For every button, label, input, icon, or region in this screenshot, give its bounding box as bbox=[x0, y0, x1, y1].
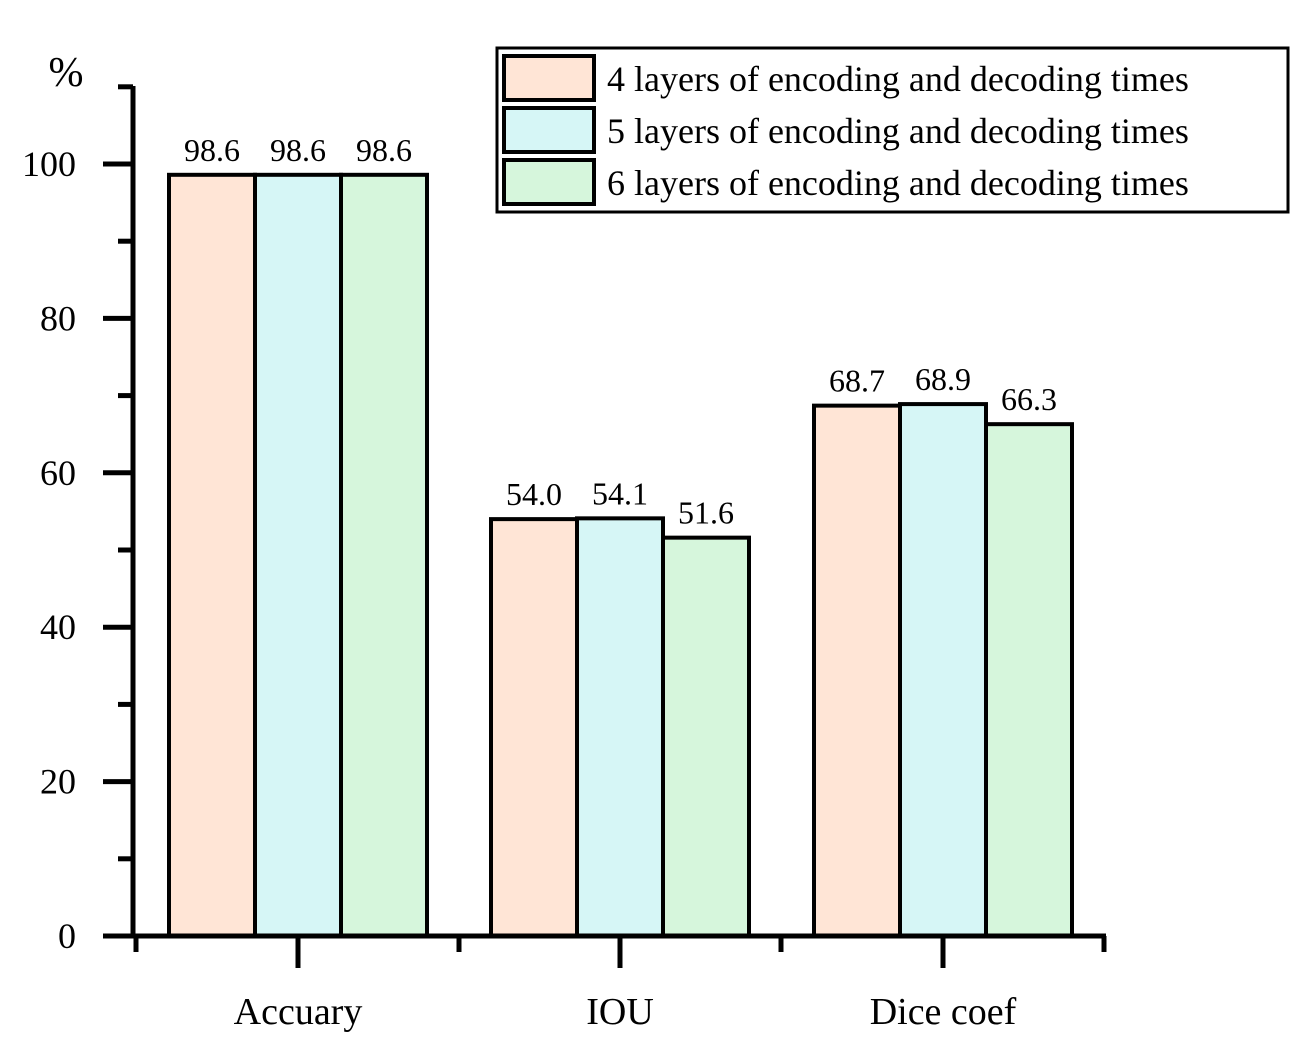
data-label: 98.6 bbox=[356, 132, 412, 168]
legend: 4 layers of encoding and decoding times 5… bbox=[495, 46, 1290, 214]
bar-dice-coef-series-1 bbox=[812, 403, 902, 938]
y-unit-label: % bbox=[49, 50, 84, 96]
bar-iou-series-2 bbox=[575, 516, 665, 939]
data-label: 66.3 bbox=[1001, 381, 1057, 417]
legend-label: 4 layers of encoding and decoding times bbox=[607, 59, 1189, 99]
legend-label: 6 layers of encoding and decoding times bbox=[607, 163, 1189, 203]
x-category-label: IOU bbox=[586, 991, 654, 1033]
data-label: 51.6 bbox=[678, 495, 734, 531]
data-label: 68.7 bbox=[829, 363, 885, 399]
bar-accuary-series-1 bbox=[167, 172, 257, 939]
data-label: 54.1 bbox=[592, 475, 648, 511]
data-labels-group: 98.6 98.6 98.6 54.0 54.1 51.6 68.7 68.9 66.3 bbox=[184, 132, 1057, 531]
bar-iou-series-1 bbox=[489, 517, 579, 938]
y-tick-label: 40 bbox=[40, 607, 76, 647]
data-label: 68.9 bbox=[915, 361, 971, 397]
bar-dice-coef-series-3 bbox=[984, 422, 1074, 938]
bar-iou-series-3 bbox=[661, 535, 751, 938]
y-tick-label: 80 bbox=[40, 298, 76, 338]
data-label: 98.6 bbox=[270, 132, 326, 168]
y-tick-label: 0 bbox=[58, 916, 76, 956]
bar-accuary-series-2 bbox=[253, 172, 343, 939]
legend-swatch bbox=[502, 106, 596, 154]
bar-dice-coef-series-2 bbox=[898, 402, 988, 939]
y-tick-label: 100 bbox=[22, 144, 76, 184]
data-label: 54.0 bbox=[506, 476, 562, 512]
axes-group: 0 20 40 60 80 100 Accuary IOU Dice coef bbox=[22, 84, 1107, 1033]
x-category-label: Accuary bbox=[234, 991, 363, 1033]
bar-accuary-series-3 bbox=[339, 172, 429, 939]
data-label: 98.6 bbox=[184, 132, 240, 168]
x-category-label: Dice coef bbox=[870, 991, 1017, 1033]
legend-box bbox=[495, 46, 1290, 214]
legend-swatch bbox=[502, 158, 596, 206]
legend-label: 5 layers of encoding and decoding times bbox=[607, 111, 1189, 151]
y-tick-label: 20 bbox=[40, 762, 76, 802]
y-tick-label: 60 bbox=[40, 453, 76, 493]
bars-group bbox=[167, 172, 1074, 939]
legend-swatch bbox=[502, 54, 596, 102]
